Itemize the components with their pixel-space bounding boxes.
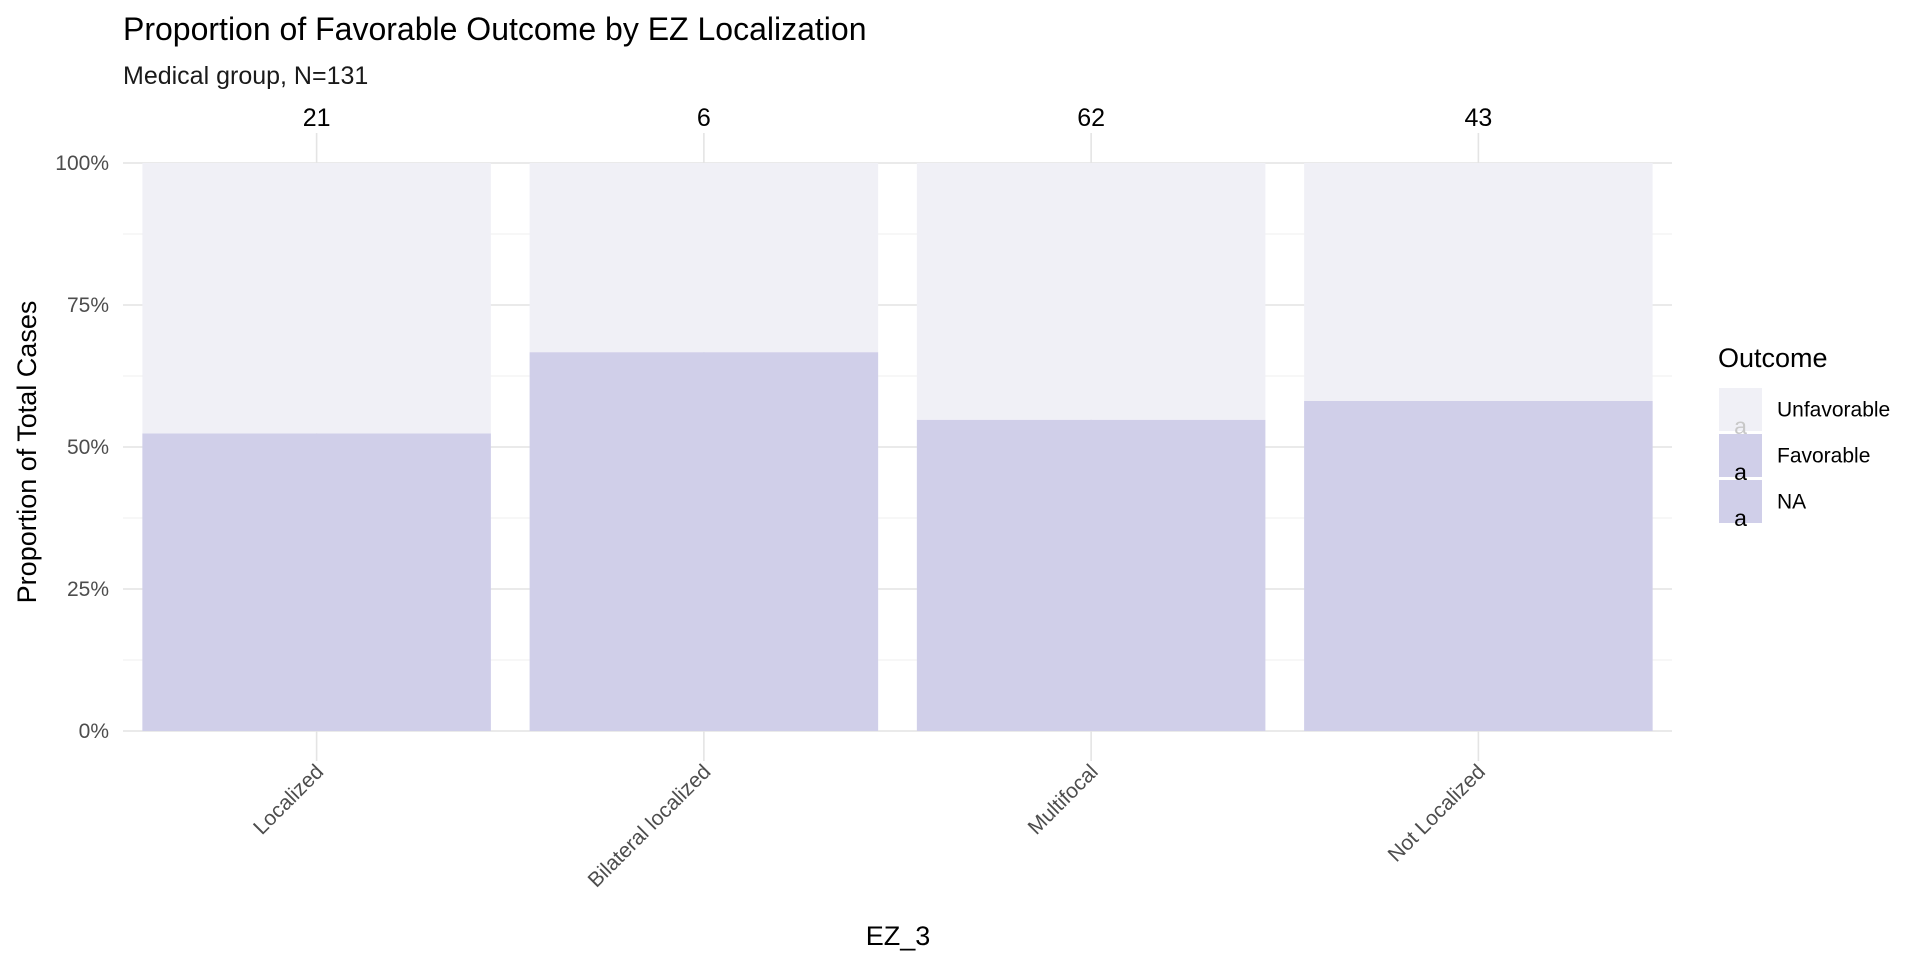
count-labels: 21 6 62 43 xyxy=(303,104,1493,132)
count-label: 43 xyxy=(1464,104,1492,132)
legend-key-glyph: a xyxy=(1734,505,1747,531)
bar-unfavorable xyxy=(1304,163,1653,401)
chart-subtitle: Medical group, N=131 xyxy=(123,62,368,90)
bar-unfavorable xyxy=(916,163,1266,420)
count-label: 21 xyxy=(303,104,331,132)
chart-title: Proportion of Favorable Outcome by EZ Lo… xyxy=(123,11,866,47)
x-tick-label: Not Localized xyxy=(1384,760,1490,866)
bar-favorable xyxy=(1304,400,1653,731)
legend: Outcome a Unfavorable a Favorable a NA xyxy=(1718,343,1890,531)
count-label: 62 xyxy=(1077,104,1105,132)
y-axis-title: Proportion of Total Cases xyxy=(12,301,42,604)
y-tick-label: 50% xyxy=(67,436,109,459)
legend-label: Unfavorable xyxy=(1777,399,1890,422)
bars xyxy=(142,163,1653,731)
bar-unfavorable xyxy=(142,163,491,434)
x-axis-title: EZ_3 xyxy=(866,921,931,951)
bar-favorable xyxy=(916,419,1266,731)
y-axis: 0% 25% 50% 75% 100% xyxy=(55,152,109,743)
y-tick-label: 25% xyxy=(67,578,109,601)
legend-key xyxy=(1719,480,1762,523)
bar-favorable xyxy=(142,433,491,731)
legend-key-glyph: a xyxy=(1734,459,1747,485)
legend-title: Outcome xyxy=(1718,343,1828,373)
y-tick-label: 100% xyxy=(55,152,109,175)
bar-unfavorable xyxy=(529,163,879,353)
x-tick-label: Localized xyxy=(249,760,328,839)
legend-key xyxy=(1719,388,1762,431)
count-label: 6 xyxy=(697,104,711,132)
legend-key-glyph: a xyxy=(1734,413,1747,439)
legend-key xyxy=(1719,434,1762,477)
y-tick-label: 75% xyxy=(67,294,109,317)
x-axis: Localized Bilateral localized Multifocal No… xyxy=(249,760,1490,892)
y-tick-label: 0% xyxy=(79,720,109,743)
legend-label: Favorable xyxy=(1777,445,1870,468)
legend-label: NA xyxy=(1777,491,1806,514)
x-tick-label: Bilateral localized xyxy=(584,760,716,892)
x-tick-label: Multifocal xyxy=(1024,760,1103,839)
bar-favorable xyxy=(529,352,879,731)
